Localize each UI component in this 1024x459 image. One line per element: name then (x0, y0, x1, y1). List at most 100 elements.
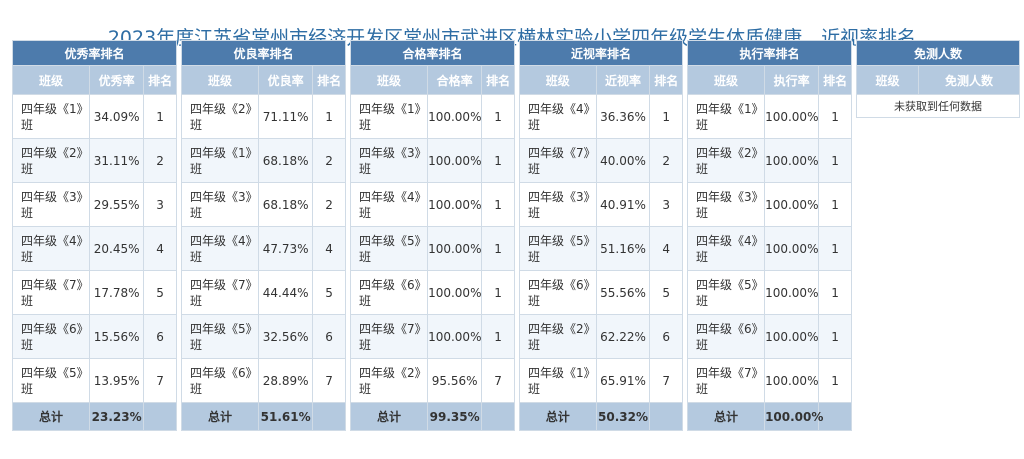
rank-cell: 7 (649, 358, 683, 403)
table-row: 四年级《5》班 13.95% 7 (11, 358, 177, 403)
class-name-cell: 四年级《4》班 (349, 182, 429, 227)
rate-cell: 15.56% (89, 314, 145, 359)
class-name-cell: 四年级《5》班 (180, 314, 260, 359)
table-row: 四年级《6》班 100.00% 1 (686, 314, 852, 359)
class-name-cell: 四年级《7》班 (349, 314, 429, 359)
exempt-table: 免测人数 班级 免测人数 未获取到任何数据 (856, 40, 1021, 118)
table-row: 四年级《7》班 100.00% 1 (686, 358, 852, 403)
total-label: 总计 (180, 402, 260, 431)
rate-cell: 28.89% (258, 358, 314, 403)
table-row: 四年级《1》班 34.09% 1 (11, 94, 177, 139)
rank-cell: 1 (818, 226, 852, 271)
class-name-cell: 四年级《2》班 (349, 358, 429, 403)
table-row: 四年级《5》班 100.00% 1 (349, 226, 515, 271)
ranking-panel: 合格率排名 班级 合格率 排名 四年级《1》班 100.00% 1 四年级《3》班 100.00… (349, 40, 515, 431)
total-rank-empty (649, 402, 683, 431)
table-row: 四年级《5》班 100.00% 1 (686, 270, 852, 315)
rank-cell: 1 (818, 358, 852, 403)
class-name-cell: 四年级《3》班 (11, 182, 91, 227)
rank-cell: 5 (143, 270, 177, 315)
class-name-cell: 四年级《3》班 (519, 182, 597, 227)
total-rank-empty (818, 402, 852, 431)
rate-cell: 100.00% (764, 358, 820, 403)
empty-message: 未获取到任何数据 (856, 94, 1020, 118)
total-row: 总计 51.61% (180, 402, 346, 431)
class-name-cell: 四年级《6》班 (180, 358, 260, 403)
table-row: 四年级《2》班 31.11% 2 (11, 138, 177, 183)
table-row: 四年级《2》班 100.00% 1 (686, 138, 852, 183)
rate-cell: 100.00% (427, 226, 483, 271)
class-name-cell: 四年级《6》班 (686, 314, 766, 359)
rank-cell: 2 (143, 138, 177, 183)
table-row: 四年级《3》班 29.55% 3 (11, 182, 177, 227)
class-name-cell: 四年级《7》班 (686, 358, 766, 403)
ranking-table: 优良率排名 班级 优良率 排名 四年级《2》班 71.11% 1 四年级《1》班 68.18% 2… (180, 40, 346, 431)
panel-caption: 合格率排名 (350, 40, 515, 66)
rank-cell: 1 (818, 94, 852, 139)
total-rank-empty (481, 402, 515, 431)
total-row: 总计 50.32% (519, 402, 683, 431)
ranking-table: 合格率排名 班级 合格率 排名 四年级《1》班 100.00% 1 四年级《3》班 100.00… (349, 40, 515, 431)
class-name-cell: 四年级《2》班 (180, 94, 260, 139)
table-row: 四年级《3》班 40.91% 3 (519, 182, 683, 227)
table-row: 四年级《5》班 51.16% 4 (519, 226, 683, 271)
rank-cell: 1 (649, 94, 683, 139)
rate-cell: 100.00% (427, 270, 483, 315)
total-label: 总计 (519, 402, 597, 431)
table-row: 四年级《6》班 28.89% 7 (180, 358, 346, 403)
rate-cell: 34.09% (89, 94, 145, 139)
class-name-cell: 四年级《6》班 (11, 314, 91, 359)
rank-cell: 5 (312, 270, 346, 315)
rank-cell: 1 (312, 94, 346, 139)
class-name-cell: 四年级《7》班 (11, 270, 91, 315)
table-row: 四年级《4》班 20.45% 4 (11, 226, 177, 271)
rank-cell: 1 (481, 226, 515, 271)
column-header-class: 班级 (856, 65, 919, 95)
total-row: 总计 99.35% (349, 402, 515, 431)
rank-cell: 6 (143, 314, 177, 359)
panel-caption: 执行率排名 (687, 40, 852, 66)
total-label: 总计 (11, 402, 91, 431)
class-name-cell: 四年级《4》班 (686, 226, 766, 271)
panel-caption: 近视率排名 (519, 40, 683, 66)
rank-cell: 3 (649, 182, 683, 227)
class-name-cell: 四年级《1》班 (519, 358, 597, 403)
rate-cell: 47.73% (258, 226, 314, 271)
total-value: 50.32% (595, 402, 651, 431)
rate-cell: 17.78% (89, 270, 145, 315)
class-name-cell: 四年级《3》班 (349, 138, 429, 183)
table-row: 四年级《1》班 100.00% 1 (349, 94, 515, 139)
table-row: 四年级《4》班 36.36% 1 (519, 94, 683, 139)
class-name-cell: 四年级《1》班 (180, 138, 260, 183)
rate-cell: 62.22% (595, 314, 651, 359)
ranking-panel: 优良率排名 班级 优良率 排名 四年级《2》班 71.11% 1 四年级《1》班 68.18% 2… (180, 40, 346, 431)
total-row: 总计 100.00% (686, 402, 852, 431)
rank-cell: 3 (143, 182, 177, 227)
column-header-exempt-count: 免测人数 (917, 65, 1021, 95)
rank-cell: 1 (143, 94, 177, 139)
table-row: 四年级《4》班 100.00% 1 (686, 226, 852, 271)
rank-cell: 7 (312, 358, 346, 403)
total-rank-empty (312, 402, 346, 431)
column-header-rate: 优秀率 (89, 65, 145, 95)
rate-cell: 100.00% (764, 314, 820, 359)
class-name-cell: 四年级《5》班 (11, 358, 91, 403)
total-label: 总计 (686, 402, 766, 431)
ranking-panel: 近视率排名 班级 近视率 排名 四年级《4》班 36.36% 1 四年级《7》班 40.00% 2… (519, 40, 683, 431)
rank-cell: 1 (481, 182, 515, 227)
rate-cell: 68.18% (258, 182, 314, 227)
class-name-cell: 四年级《7》班 (519, 138, 597, 183)
rank-cell: 6 (649, 314, 683, 359)
ranking-panel: 执行率排名 班级 执行率 排名 四年级《1》班 100.00% 1 四年级《2》班 100.00… (686, 40, 852, 431)
rate-cell: 36.36% (595, 94, 651, 139)
class-name-cell: 四年级《1》班 (686, 94, 766, 139)
column-header-rank: 排名 (818, 65, 852, 95)
rank-cell: 2 (649, 138, 683, 183)
exempt-panel: 免测人数 班级 免测人数 未获取到任何数据 (856, 40, 1021, 118)
total-value: 51.61% (258, 402, 314, 431)
class-name-cell: 四年级《2》班 (11, 138, 91, 183)
total-row: 总计 23.23% (11, 402, 177, 431)
column-header-rank: 排名 (481, 65, 515, 95)
column-header-rate: 优良率 (258, 65, 314, 95)
rate-cell: 31.11% (89, 138, 145, 183)
